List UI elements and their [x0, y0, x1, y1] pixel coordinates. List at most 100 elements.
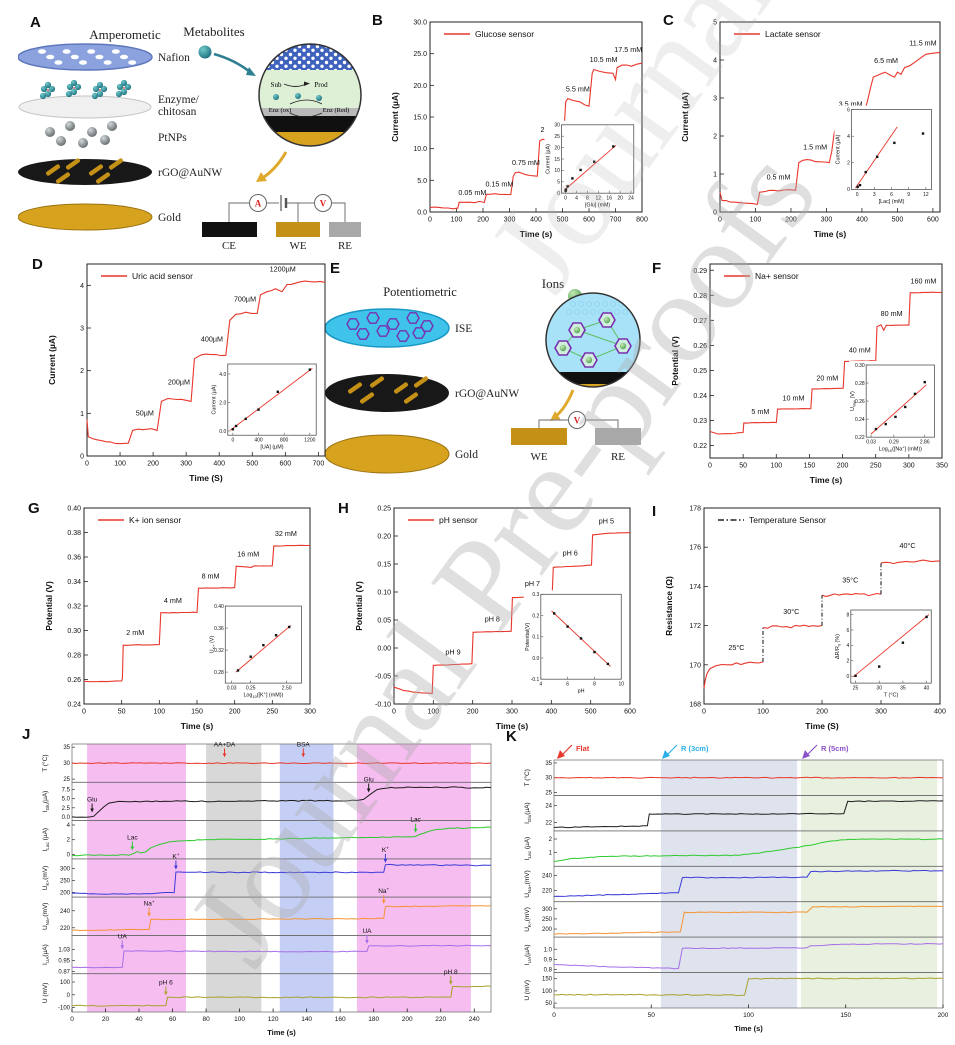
- svg-text:0.22: 0.22: [693, 443, 707, 450]
- svg-text:1200: 1200: [304, 438, 315, 444]
- svg-text:0.3: 0.3: [532, 592, 539, 598]
- svg-text:6: 6: [847, 107, 850, 113]
- svg-text:-100: -100: [58, 1006, 71, 1012]
- svg-text:300: 300: [506, 709, 518, 716]
- svg-text:8: 8: [847, 612, 850, 618]
- svg-text:3: 3: [713, 96, 717, 103]
- svg-text:Lac: Lac: [410, 817, 421, 824]
- svg-text:140: 140: [301, 1016, 312, 1023]
- svg-text:Time (s): Time (s): [496, 721, 529, 731]
- svg-text:Time (s): Time (s): [810, 475, 843, 485]
- svg-text:100: 100: [153, 709, 165, 716]
- svg-text:35°C: 35°C: [842, 575, 858, 584]
- svg-text:100: 100: [750, 217, 762, 224]
- svg-text:0.25: 0.25: [377, 506, 391, 513]
- zoom-to-circuit-arrowhead-e: [550, 411, 561, 421]
- svg-text:6: 6: [566, 682, 569, 688]
- svg-text:pH 7: pH 7: [525, 579, 540, 588]
- svg-text:Time (s): Time (s): [814, 229, 847, 239]
- svg-text:80 mM: 80 mM: [881, 309, 903, 318]
- gold-disk-e: [324, 434, 450, 474]
- svg-text:0.24: 0.24: [693, 393, 707, 400]
- svg-text:K+​: K+​: [382, 845, 389, 853]
- svg-text:[Lac] (mM): [Lac] (mM): [879, 199, 905, 205]
- svg-text:Log10​([Na+​] (mM)): Log10​([Na+​] (mM)): [879, 445, 922, 454]
- svg-text:200: 200: [816, 709, 828, 716]
- re-label: RE: [338, 240, 352, 252]
- chart-svg-B: 0 100 200 300 400 500 600 700 8000.05.010.015.02…: [390, 20, 648, 240]
- svg-text:2: 2: [80, 368, 84, 375]
- svg-text:pH 8: pH 8: [485, 615, 500, 624]
- svg-text:ILac​ (µA): ILac​ (µA): [524, 837, 532, 861]
- svg-text:pH 8: pH 8: [444, 969, 458, 976]
- svg-text:UK+​(mV): UK+​(mV): [42, 866, 50, 891]
- svg-text:2: 2: [549, 837, 553, 843]
- chart-svg-F: 0 50 100 150 200 250 300 350 0.22 0.23 0.24 0.25 0.2…: [670, 263, 948, 485]
- svg-text:240: 240: [60, 909, 71, 915]
- svg-text:200: 200: [467, 709, 479, 716]
- svg-text:5 mM: 5 mM: [751, 407, 769, 416]
- nafion-label: Nafion: [158, 52, 190, 64]
- svg-text:250: 250: [266, 709, 278, 716]
- svg-text:6: 6: [890, 192, 893, 198]
- amperometric-circuit: [228, 195, 346, 222]
- svg-text:Current (µA): Current (µA): [545, 144, 551, 174]
- chart-svg-J: 25 30 35 T (°C) AA+DA BSA 0.0 2.5 5.0 7.5 IGlu​(µA…: [41, 741, 492, 1037]
- svg-text:0: 0: [847, 187, 850, 193]
- svg-text:U (mV): U (mV): [524, 980, 531, 1001]
- svg-text:10.5 mM: 10.5 mM: [590, 55, 618, 64]
- svg-text:300: 300: [60, 866, 71, 872]
- svg-text:Potential (V): Potential (V): [44, 581, 54, 631]
- svg-text:3.5 mM: 3.5 mM: [839, 99, 863, 108]
- svg-text:20.0: 20.0: [413, 83, 427, 90]
- svg-text:300: 300: [875, 709, 887, 716]
- working-electrode-e: [511, 428, 567, 445]
- svg-text:1200µM: 1200µM: [270, 264, 296, 273]
- svg-text:0.28: 0.28: [855, 381, 865, 387]
- svg-text:0.30: 0.30: [855, 363, 865, 369]
- svg-text:40: 40: [924, 686, 930, 692]
- svg-text:2: 2: [847, 659, 850, 665]
- chart-svg-G: 0 50 100 150 200 250 300 0.24 0.26 0.28 0.30 0.32 0.…: [44, 506, 316, 732]
- svg-text:pH sensor: pH sensor: [439, 515, 478, 525]
- svg-text:3: 3: [80, 326, 84, 333]
- svg-text:25: 25: [63, 777, 70, 783]
- svg-text:0: 0: [552, 1012, 556, 1019]
- svg-text:350: 350: [936, 463, 948, 470]
- svg-text:20: 20: [617, 196, 623, 202]
- svg-text:400: 400: [934, 709, 946, 716]
- svg-text:700: 700: [313, 461, 325, 468]
- svg-text:0.87: 0.87: [58, 970, 70, 976]
- svg-text:240: 240: [542, 873, 553, 879]
- panel-e-svg: Potentiometric Ions ISE rGO@AuNW Gold: [324, 276, 641, 474]
- svg-text:24: 24: [628, 196, 634, 202]
- svg-text:5.0: 5.0: [62, 797, 71, 803]
- ammeter-icon: [249, 194, 267, 212]
- panel-a-svg: Amperometic Metabolites Nafion Enzyme/: [17, 24, 362, 252]
- svg-text:0: 0: [428, 217, 432, 224]
- svg-text:30: 30: [554, 123, 560, 129]
- svg-text:4: 4: [67, 823, 71, 829]
- svg-text:0.20: 0.20: [377, 534, 391, 541]
- svg-text:0.40: 0.40: [67, 506, 81, 513]
- svg-text:0: 0: [67, 852, 71, 858]
- svg-text:5.0: 5.0: [417, 178, 427, 185]
- panel-label-g: G: [28, 500, 40, 517]
- svg-text:8: 8: [593, 682, 596, 688]
- svg-text:UNa+​(mV): UNa+​(mV): [42, 903, 50, 931]
- panel-label-c: C: [663, 12, 674, 29]
- svg-text:100: 100: [542, 989, 553, 995]
- we-label: WE: [289, 240, 306, 252]
- svg-text:10: 10: [618, 682, 624, 688]
- enz-ox-label: Enz (ox): [269, 107, 292, 114]
- svg-text:300: 300: [180, 461, 192, 468]
- svg-text:IUA​(µA): IUA​(µA): [42, 944, 50, 965]
- enzyme-label-line1: Enzyme/: [158, 94, 200, 106]
- svg-text:IUA​(µA): IUA​(µA): [524, 944, 532, 965]
- reaction-zoom-circle: Sub Prod Enz (ox) Enz (Red): [258, 43, 362, 147]
- working-electrode: [276, 222, 320, 237]
- svg-text:25.0: 25.0: [413, 51, 427, 58]
- svg-text:0: 0: [557, 191, 560, 197]
- svg-text:0.24: 0.24: [855, 417, 865, 423]
- svg-text:0.0: 0.0: [219, 429, 226, 435]
